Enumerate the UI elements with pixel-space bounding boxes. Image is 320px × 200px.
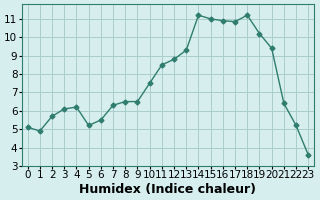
X-axis label: Humidex (Indice chaleur): Humidex (Indice chaleur) [79, 183, 256, 196]
